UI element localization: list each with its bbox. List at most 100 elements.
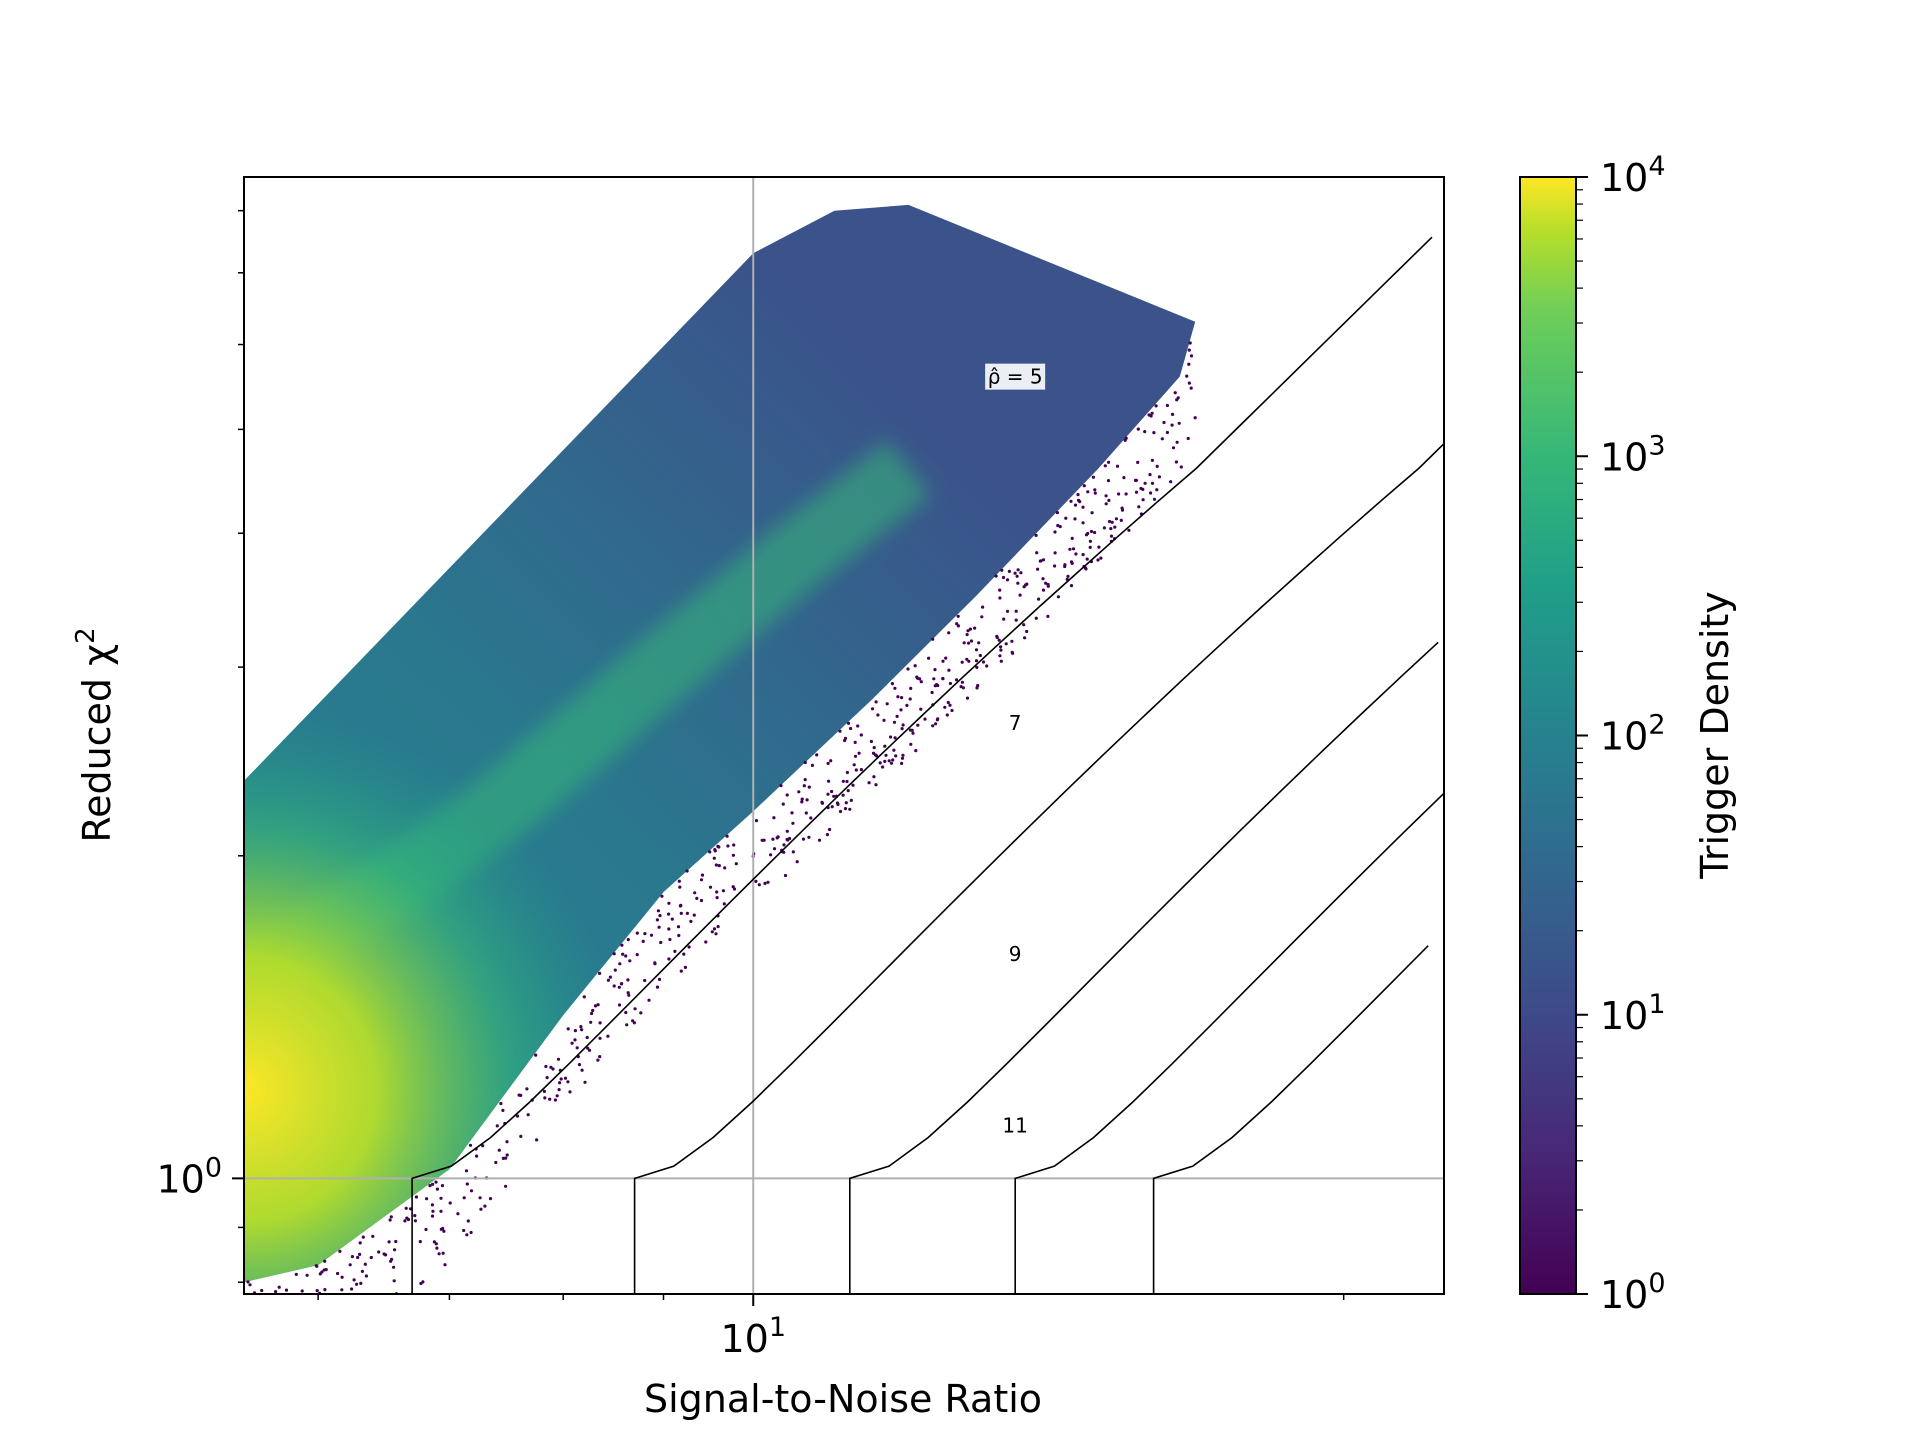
scatter-dot — [1053, 564, 1057, 568]
scatter-dot — [340, 1275, 344, 1279]
scatter-dot — [566, 1080, 570, 1084]
scatter-dot — [439, 1227, 443, 1231]
scatter-dot — [275, 1326, 278, 1329]
scatter-dot — [772, 816, 776, 820]
scatter-dot — [359, 1281, 363, 1285]
scatter-dot — [872, 775, 876, 779]
scatter-dot — [1084, 567, 1088, 571]
x-axis: 101 — [317, 1294, 1345, 1361]
scatter-dot — [1016, 581, 1020, 585]
scatter-dot — [501, 1108, 505, 1112]
scatter-dot — [810, 763, 815, 768]
scatter-dot — [535, 1138, 539, 1142]
scatter-dot — [844, 801, 848, 805]
scatter-dot — [556, 1057, 561, 1061]
scatter-dot — [387, 1301, 390, 1304]
scatter-dot — [1165, 430, 1169, 435]
scatter-dot — [853, 740, 857, 745]
scatter-dot — [1143, 481, 1147, 485]
scatter-dot — [1148, 473, 1152, 477]
scatter-dot — [1063, 564, 1067, 569]
scatter-dot — [478, 1196, 482, 1200]
scatter-dot — [515, 1114, 520, 1118]
scatter-dot — [941, 659, 945, 663]
scatter-dot — [828, 827, 832, 832]
scatter-dot — [348, 1263, 352, 1267]
contour-label-bg — [1002, 1112, 1029, 1139]
scatter-dot — [772, 847, 777, 851]
scatter-dot — [1187, 381, 1191, 385]
scatter-dot — [838, 729, 842, 733]
scatter-dot — [548, 1097, 552, 1101]
scatter-dot — [687, 945, 691, 949]
scatter-dot — [1108, 519, 1112, 524]
scatter-dot — [998, 654, 1002, 658]
scatter-dot — [754, 819, 759, 823]
scatter-dot — [566, 1027, 570, 1031]
scatter-dot — [820, 801, 825, 805]
contour-layer: ρ̂ = 5 7 9 11 — [411, 236, 1444, 1294]
scatter-dot — [1093, 530, 1097, 535]
colorbar-tick-label: 102 — [1600, 710, 1666, 759]
scatter-dot — [448, 1201, 452, 1205]
scatter-dot — [967, 659, 971, 663]
x-axis-label: Signal-to-Noise Ratio — [644, 1377, 1042, 1421]
scatter-dot — [305, 1273, 309, 1277]
scatter-dot — [1014, 609, 1018, 613]
scatter-dot — [292, 1343, 295, 1346]
scatter-dot — [859, 733, 863, 737]
scatter-dot — [1177, 421, 1181, 425]
scatter-dot — [786, 838, 790, 842]
scatter-dot — [559, 1077, 563, 1081]
scatter-dot — [280, 1315, 283, 1318]
scatter-dot — [387, 1240, 391, 1244]
scatter-dot — [613, 968, 617, 972]
scatter-dot — [1136, 427, 1140, 431]
scatter-dot — [704, 940, 708, 944]
scatter-dot — [882, 718, 886, 722]
scatter-dot — [1070, 536, 1074, 541]
scatter-dot — [244, 1361, 247, 1364]
scatter-dot — [1023, 636, 1027, 640]
scatter-dot — [899, 708, 903, 712]
scatter-dot — [805, 798, 809, 802]
scatter-dot — [364, 1274, 368, 1278]
scatter-dot — [1069, 584, 1074, 588]
scatter-dot — [575, 1046, 579, 1050]
scatter-dot — [1160, 437, 1164, 441]
scatter-dot — [315, 1264, 319, 1268]
scatter-dot — [668, 937, 672, 942]
scatter-dot — [950, 708, 954, 713]
scatter-dot — [525, 1087, 529, 1091]
scatter-dot — [974, 659, 979, 663]
colorbar-label: Trigger Density — [1693, 591, 1737, 880]
scatter-dot — [679, 911, 683, 916]
scatter-dot — [274, 1290, 278, 1294]
scatter-dot — [1039, 559, 1043, 563]
scatter-dot — [1136, 460, 1140, 464]
scatter-dot — [1046, 584, 1050, 588]
scatter-dot — [945, 713, 949, 717]
scatter-dot — [351, 1298, 354, 1301]
scatter-dot — [826, 792, 830, 796]
scatter-dot — [657, 977, 662, 982]
scatter-dot — [327, 1296, 330, 1299]
scatter-dot — [712, 927, 717, 931]
scatter-dot — [893, 686, 897, 690]
scatter-dot — [649, 933, 654, 937]
scatter-dot — [374, 1311, 377, 1314]
scatter-dot — [643, 978, 647, 983]
scatter-dot — [1056, 595, 1060, 599]
scatter-dot — [969, 639, 974, 643]
scatter-dot — [1010, 639, 1014, 643]
scatter-dot — [635, 953, 639, 957]
scatter-dot — [542, 1089, 547, 1093]
scatter-dot — [288, 1341, 291, 1344]
scatter-dot — [295, 1341, 298, 1344]
scatter-dot — [245, 1313, 248, 1316]
scatter-dot — [388, 1218, 392, 1222]
scatter-dot — [815, 753, 819, 757]
scatter-dot — [276, 1313, 279, 1316]
scatter-dot — [1044, 581, 1048, 585]
scatter-dot — [801, 837, 806, 841]
